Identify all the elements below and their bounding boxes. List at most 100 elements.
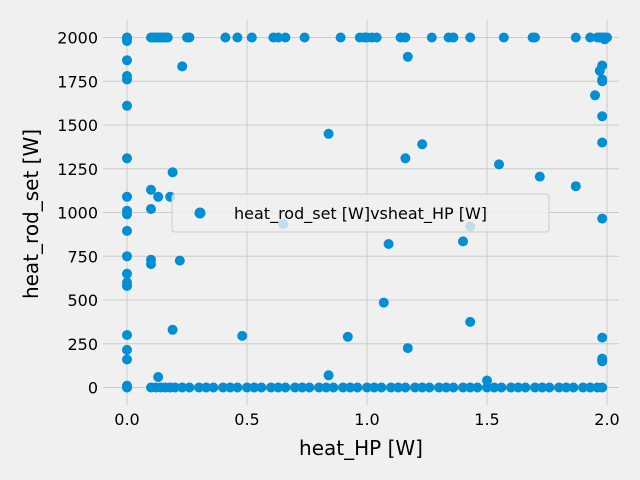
data-point [122, 100, 132, 111]
data-point [465, 382, 476, 393]
data-point [585, 32, 596, 43]
data-point [146, 204, 156, 214]
data-point [498, 32, 509, 43]
data-point [400, 32, 411, 43]
data-point [122, 380, 132, 391]
y-tick-label: 1750 [57, 72, 98, 91]
data-point [122, 354, 132, 365]
data-point [201, 382, 212, 393]
data-point [299, 32, 310, 43]
data-point [122, 32, 132, 43]
data-point [472, 382, 483, 393]
data-point [506, 382, 516, 393]
data-point [122, 153, 132, 164]
data-point [335, 32, 346, 43]
data-point [314, 382, 324, 393]
data-point [482, 375, 492, 386]
data-point [167, 167, 178, 178]
data-point [568, 382, 579, 393]
data-point [153, 372, 164, 382]
data-point [304, 382, 315, 393]
data-point [122, 344, 132, 355]
data-point [597, 353, 608, 364]
data-point [597, 74, 608, 85]
data-point [465, 32, 476, 43]
data-point [570, 32, 581, 43]
data-point [122, 330, 132, 340]
data-point [122, 277, 132, 288]
y-tick-label: 250 [67, 335, 98, 354]
data-point [218, 382, 228, 393]
data-point [323, 370, 334, 381]
data-point [342, 331, 353, 342]
x-tick-label: 1.0 [354, 410, 379, 429]
data-point [597, 111, 608, 122]
data-point [328, 382, 339, 393]
data-point [496, 382, 507, 393]
data-point [537, 382, 548, 393]
y-axis-label: heat_rod_set [W] [19, 129, 43, 299]
data-point [345, 382, 356, 393]
legend-box [171, 193, 550, 233]
y-tick-label: 1000 [57, 204, 98, 223]
x-tick-labels: 0.0 0.5 1.0 1.5 2.0 [114, 410, 619, 429]
data-point [184, 382, 195, 393]
data-point [352, 382, 363, 393]
data-point [386, 382, 396, 393]
data-point [434, 382, 444, 393]
data-point [597, 137, 608, 148]
data-point [599, 34, 610, 45]
data-point [237, 330, 248, 341]
data-point [376, 382, 387, 393]
data-point [520, 382, 531, 393]
data-point [184, 32, 195, 43]
data-point [371, 32, 382, 43]
data-point [597, 213, 608, 224]
data-point [232, 382, 243, 393]
legend: heat_rod_set [W]vsheat_HP [W] [171, 193, 550, 233]
data-point [362, 382, 372, 393]
data-point [177, 382, 188, 393]
y-tick-label: 0 [88, 379, 98, 398]
data-point [146, 254, 156, 265]
data-point [410, 382, 420, 393]
data-point [280, 32, 291, 43]
data-point [513, 382, 524, 393]
data-point [297, 382, 308, 393]
data-point [225, 382, 236, 393]
data-point [122, 205, 132, 216]
y-tick-label: 750 [67, 247, 98, 266]
data-point [256, 382, 267, 393]
data-point [378, 297, 389, 308]
data-point [426, 32, 437, 43]
data-point [146, 184, 156, 195]
data-point [122, 71, 132, 81]
data-point [383, 239, 394, 249]
data-point [424, 382, 435, 393]
y-tick-label: 2000 [57, 29, 98, 48]
data-point [323, 128, 334, 139]
data-point [122, 55, 132, 66]
data-point [338, 382, 348, 393]
data-point [280, 382, 291, 393]
data-point [585, 382, 596, 393]
data-point [465, 316, 476, 327]
data-point [266, 382, 276, 393]
data-point [458, 236, 468, 247]
data-point [489, 382, 500, 393]
data-point [273, 32, 284, 43]
x-tick-label: 0.0 [114, 410, 139, 429]
data-point [441, 382, 452, 393]
data-point [544, 382, 555, 393]
data-point [174, 255, 185, 266]
data-point [597, 332, 608, 343]
data-point [448, 382, 459, 393]
x-tick-label: 2.0 [594, 410, 619, 429]
data-points [122, 32, 612, 393]
data-point [417, 139, 428, 150]
data-point [458, 382, 468, 393]
data-point [482, 382, 492, 393]
data-point [494, 159, 504, 170]
data-point [208, 382, 219, 393]
